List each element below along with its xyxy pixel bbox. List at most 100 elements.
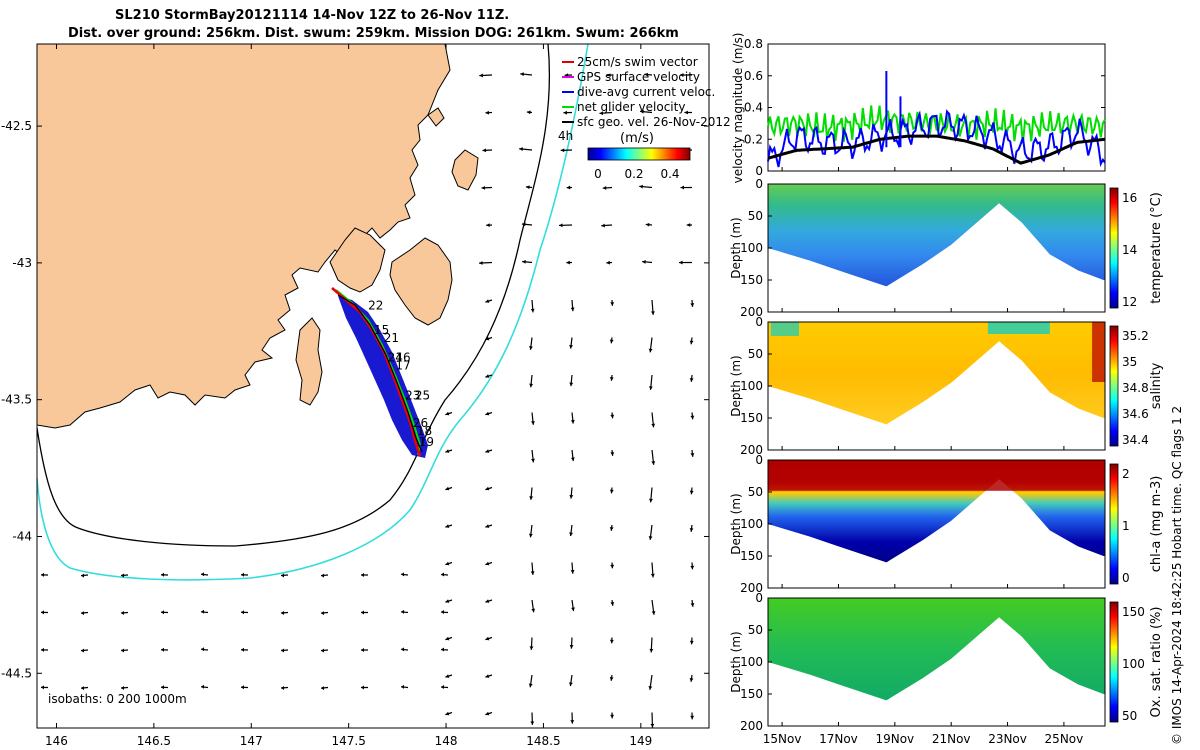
section-colorbar <box>1109 187 1119 309</box>
track-day-label-18: 18 <box>417 424 432 438</box>
velocity-ylabel: velocity magnitude (m/s) <box>731 33 745 184</box>
velocity-vector-head <box>161 647 165 652</box>
map-x-tick-label: 147 <box>240 734 263 748</box>
velocity-vector-head <box>651 461 656 465</box>
track-day-label-21: 21 <box>384 331 399 345</box>
velocity-vector-head <box>648 536 653 540</box>
depth-tick-label: 100 <box>740 241 763 255</box>
velocity-vector-head <box>610 602 615 606</box>
depth-axis-label: Depth (m) <box>729 355 743 416</box>
colorbar-tick-label: 16 <box>1122 191 1137 205</box>
velocity-y-tick-label: 0.2 <box>744 132 763 146</box>
date-tick-label: 15Nov <box>763 732 802 746</box>
map-x-tick-label: 146.5 <box>137 734 171 748</box>
figure-title-line2: Dist. over ground: 256km. Dist. swum: 25… <box>68 26 679 41</box>
velocity-vector-head <box>321 648 325 653</box>
velocity-vector-head <box>482 148 487 153</box>
velocity-vector-head <box>609 639 614 644</box>
date-tick-label: 19Nov <box>875 732 914 746</box>
velocity-series-2 <box>767 134 1106 165</box>
velocity-vector-head <box>684 110 688 115</box>
track-day-label-23: 23 <box>405 389 420 403</box>
velocity-y-tick-label: 0.6 <box>744 69 763 83</box>
velocity-vector-head <box>241 572 245 577</box>
velocity-vector-head <box>361 610 365 615</box>
track-day-label-25: 25 <box>415 389 430 403</box>
velocity-vector-head <box>645 222 650 227</box>
depth-axis-label: Depth (m) <box>729 217 743 278</box>
velocity-vector-head <box>81 648 85 653</box>
velocity-vector-head <box>441 572 445 577</box>
depth-tick-label: 100 <box>740 655 763 669</box>
velocity-vector-head <box>241 647 245 652</box>
velocity-vector-head <box>281 648 285 653</box>
depth-tick-label: 150 <box>740 273 763 287</box>
velocity-series <box>767 70 1106 168</box>
velocity-vector-head <box>570 457 575 462</box>
velocity-vector-head <box>570 720 575 724</box>
velocity-y-tick-label: 0.8 <box>744 37 763 51</box>
map-y-tick-label: -44.5 <box>1 666 32 680</box>
velocity-vector-head <box>569 494 574 499</box>
velocity-vector-head <box>485 486 490 491</box>
colorbar-tick-label: 0 <box>1122 571 1130 585</box>
track-day-label-17: 17 <box>395 359 410 373</box>
depth-tick-label: 0 <box>755 315 763 329</box>
isobath-1000m <box>37 44 589 581</box>
velocity-vector-head <box>686 223 691 227</box>
velocity-vector-head <box>321 686 325 691</box>
velocity-vector-head <box>161 572 165 577</box>
velocity-vector-head <box>610 714 614 719</box>
velocity-vector-head <box>679 73 684 77</box>
velocity-vector-head <box>445 599 450 603</box>
velocity-vector-head <box>41 610 45 615</box>
section-salinity: 0 50 100 150 200 Depth (m) 34.4 34.6 34.8 35 35.2 s… <box>729 315 1164 457</box>
velocity-vector-head <box>569 682 573 687</box>
velocity-vector-head <box>485 524 490 528</box>
land-maria-island <box>451 149 479 191</box>
velocity-vector-head <box>529 383 534 388</box>
dive-avg-current-envelope <box>338 296 428 458</box>
velocity-vector-head <box>485 636 490 641</box>
velocity-vector-head <box>361 685 365 690</box>
velocity-vector-head <box>161 685 165 690</box>
velocity-vector-head <box>485 411 490 416</box>
velocity-vector-head <box>648 386 653 390</box>
velocity-vector-head <box>241 610 245 615</box>
map-x-tick-label: 146 <box>45 734 68 748</box>
velocity-vector-head <box>531 608 536 613</box>
velocity-vector-head <box>531 458 535 463</box>
colorbar-tick-label: 150 <box>1122 605 1145 619</box>
velocity-vector-head <box>690 303 695 307</box>
map-legend: 25cm/s swim vector GPS surface velocity … <box>558 55 731 181</box>
velocity-vector-head <box>81 573 85 578</box>
colorbar-tick-label: 50 <box>1122 709 1137 723</box>
velocity-vector-head <box>689 378 694 382</box>
velocity-vector-head <box>521 222 526 227</box>
velocity-vector-head <box>529 496 534 500</box>
velocity-vector-head <box>401 647 405 652</box>
velocity-vector-head <box>563 110 567 115</box>
map-x-tick-label: 149 <box>629 734 652 748</box>
velocity-vector-head <box>479 73 483 78</box>
land-forestier-peninsula <box>329 227 386 293</box>
section-data-fill <box>768 598 1105 701</box>
velocity-vector-head <box>559 223 563 228</box>
velocity-vector-head <box>445 411 450 416</box>
velocity-vector-head <box>485 674 490 678</box>
velocity-vector-head <box>569 645 574 649</box>
velocity-vector-head <box>41 685 45 690</box>
velocity-vector-head <box>640 109 644 114</box>
map-x-tick-label: 148 <box>435 734 458 748</box>
colorbar-label-temperature: temperature (°C) <box>1149 192 1164 304</box>
isobath-200m <box>37 44 551 547</box>
land-tasman-peninsula <box>389 237 453 326</box>
velocity-vector-head <box>445 711 450 716</box>
velocity-vector-head <box>606 260 610 265</box>
depth-tick-label: 0 <box>755 177 763 191</box>
isobaths-label: isobaths: 0 200 1000m <box>48 692 187 706</box>
velocity-vector-head <box>485 336 490 341</box>
velocity-vector-head <box>649 498 653 503</box>
section-data-fill <box>768 322 1105 425</box>
colorbar-tick-2: 0.4 <box>660 167 679 181</box>
